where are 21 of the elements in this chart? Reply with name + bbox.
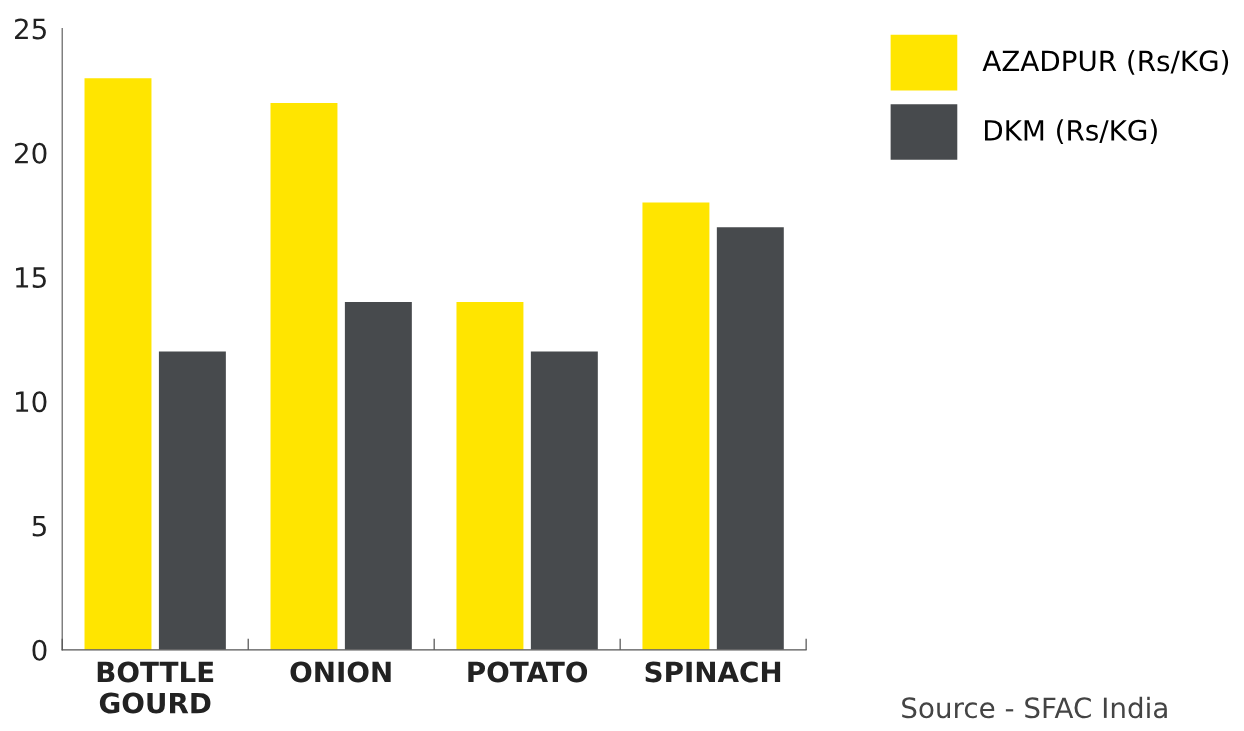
x-tick-label: POTATO <box>468 661 588 683</box>
source-note: Source - SFAC India <box>902 696 1167 719</box>
y-tick-label: 20 <box>15 142 47 164</box>
bar <box>456 301 524 650</box>
x-tick-label: ONION <box>290 661 391 683</box>
y-tick-label: 10 <box>16 391 47 413</box>
bar <box>270 103 338 650</box>
y-tick-label: 5 <box>32 515 46 537</box>
bar <box>344 301 412 650</box>
bar <box>716 227 784 650</box>
bar <box>530 351 598 650</box>
bar <box>642 202 710 650</box>
y-tick-label: 0 <box>32 639 47 661</box>
x-tick-label: BOTTLE GOURD <box>97 661 214 714</box>
bar <box>158 351 226 650</box>
legend-label: AZADPUR (Rs/KG) <box>982 49 1229 75</box>
y-tick-label: 15 <box>16 267 46 288</box>
legend-label: DKM (Rs/KG) <box>985 119 1157 145</box>
x-tick-label: SPINACH <box>645 661 781 683</box>
bar <box>84 78 152 650</box>
y-tick-label: 25 <box>15 18 46 40</box>
